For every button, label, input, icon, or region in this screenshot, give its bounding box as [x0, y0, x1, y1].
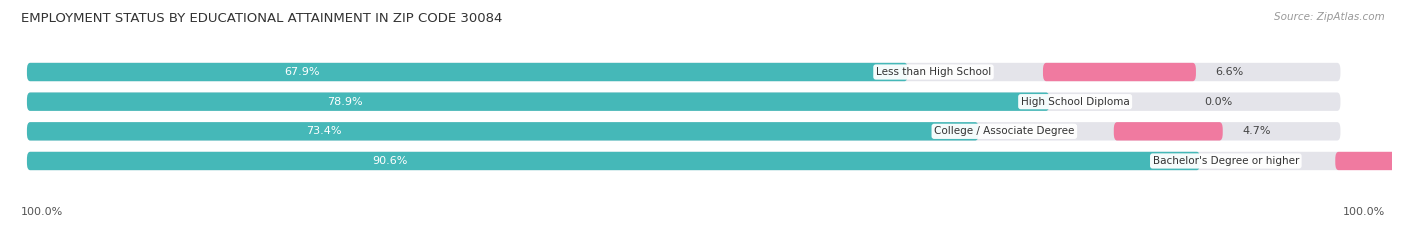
Text: 73.4%: 73.4%	[305, 126, 342, 136]
FancyBboxPatch shape	[27, 63, 908, 81]
Text: Less than High School: Less than High School	[876, 67, 991, 77]
Text: 78.9%: 78.9%	[326, 97, 363, 107]
Text: 100.0%: 100.0%	[1343, 207, 1385, 217]
FancyBboxPatch shape	[27, 63, 1340, 81]
FancyBboxPatch shape	[27, 152, 1340, 170]
Text: 0.0%: 0.0%	[1204, 97, 1232, 107]
FancyBboxPatch shape	[27, 93, 1049, 111]
Text: Bachelor's Degree or higher: Bachelor's Degree or higher	[1153, 156, 1299, 166]
FancyBboxPatch shape	[27, 93, 1340, 111]
Text: 90.6%: 90.6%	[373, 156, 408, 166]
Text: 100.0%: 100.0%	[21, 207, 63, 217]
FancyBboxPatch shape	[1114, 122, 1223, 140]
FancyBboxPatch shape	[1043, 63, 1197, 81]
Text: 4.7%: 4.7%	[1241, 126, 1271, 136]
FancyBboxPatch shape	[1336, 152, 1406, 170]
FancyBboxPatch shape	[27, 122, 1340, 140]
Text: College / Associate Degree: College / Associate Degree	[934, 126, 1074, 136]
Text: 67.9%: 67.9%	[284, 67, 321, 77]
FancyBboxPatch shape	[27, 152, 1201, 170]
Text: 6.6%: 6.6%	[1215, 67, 1243, 77]
Text: EMPLOYMENT STATUS BY EDUCATIONAL ATTAINMENT IN ZIP CODE 30084: EMPLOYMENT STATUS BY EDUCATIONAL ATTAINM…	[21, 12, 502, 25]
Text: High School Diploma: High School Diploma	[1021, 97, 1129, 107]
Text: Source: ZipAtlas.com: Source: ZipAtlas.com	[1274, 12, 1385, 22]
FancyBboxPatch shape	[27, 122, 979, 140]
